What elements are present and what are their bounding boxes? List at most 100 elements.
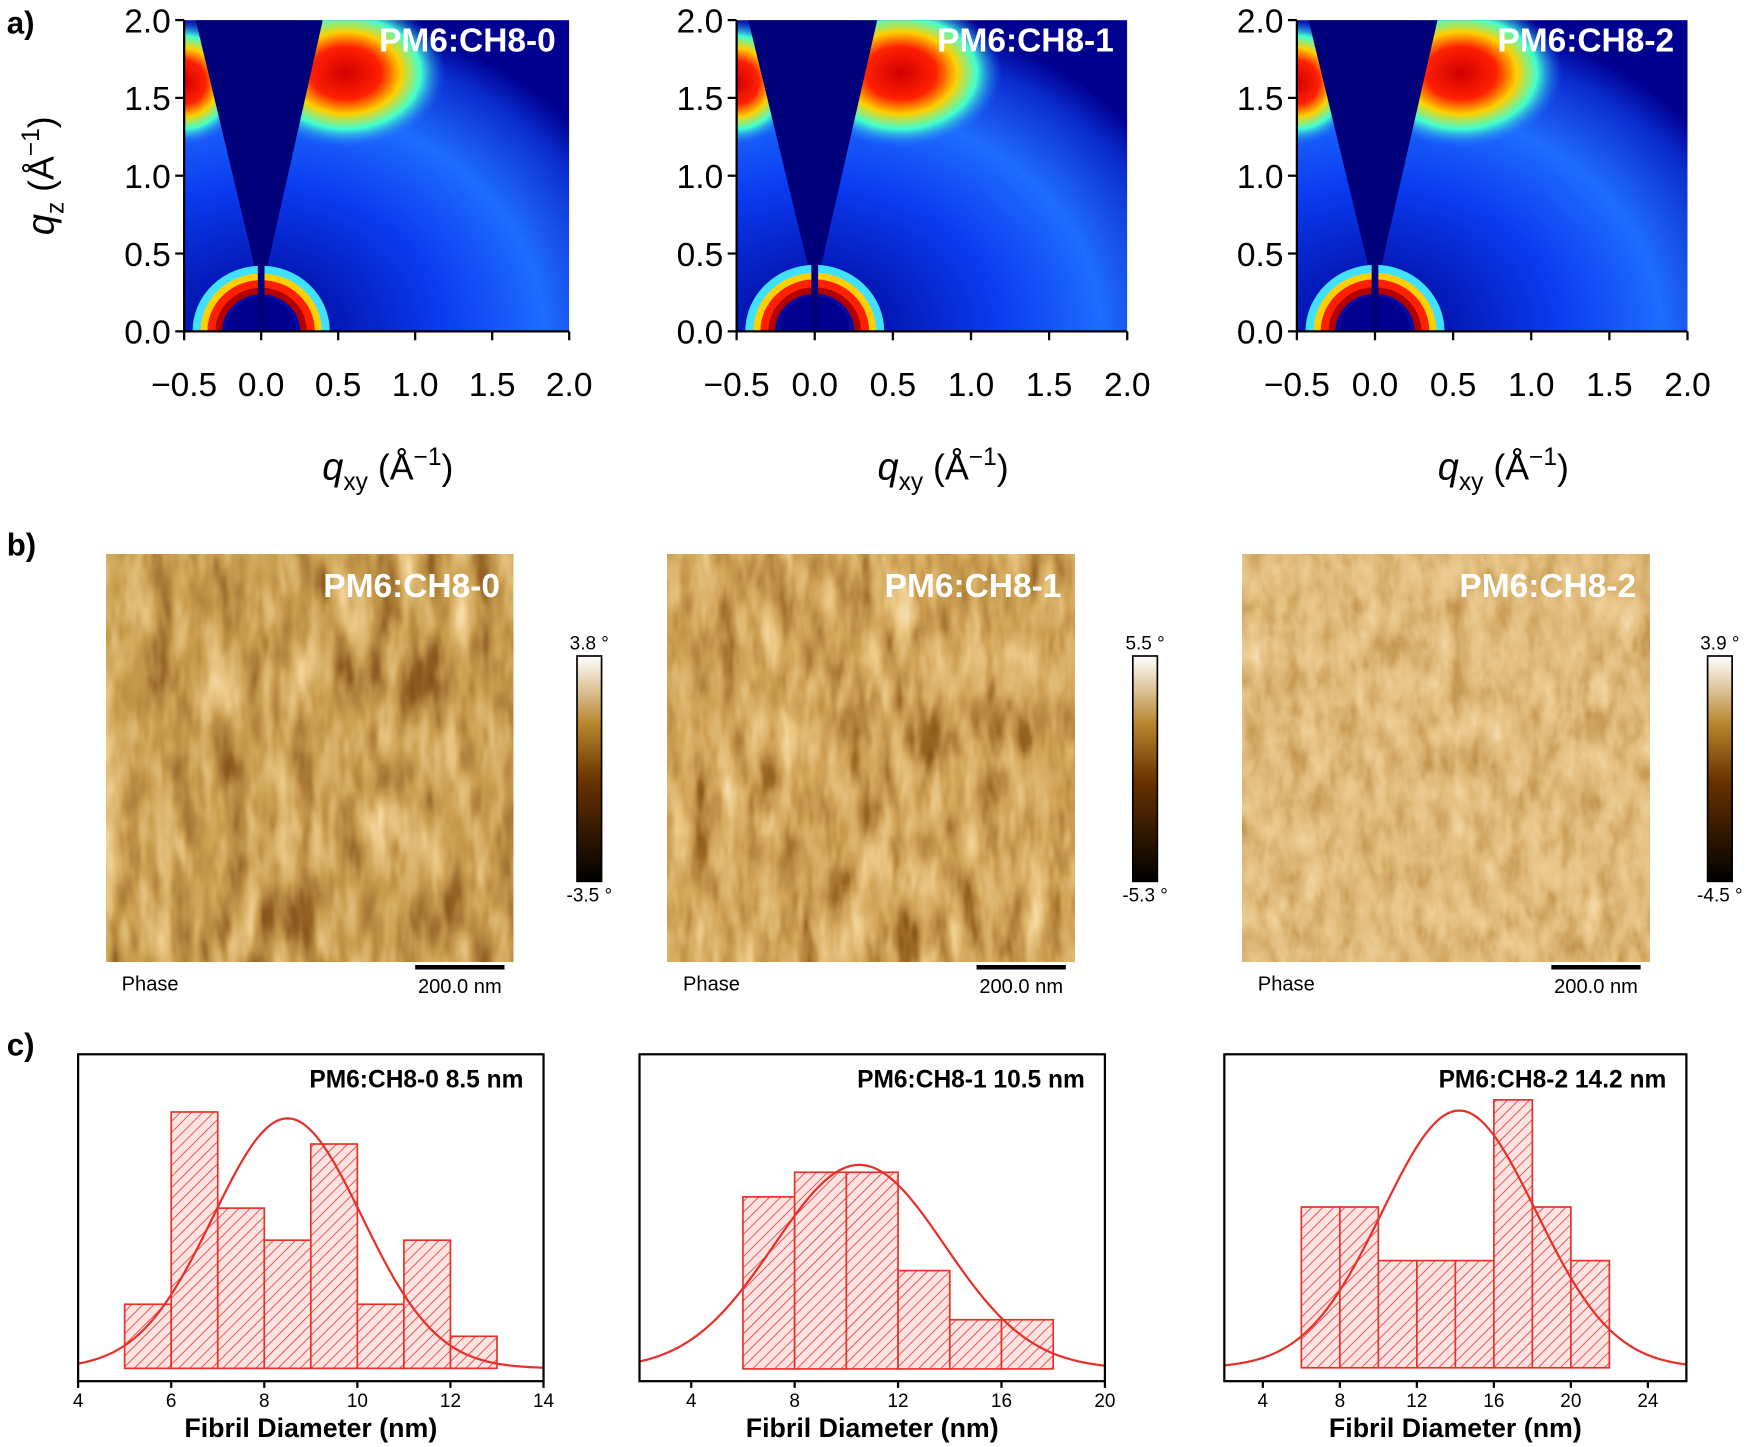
y-tick-label: 0.5 xyxy=(124,237,171,274)
channel-label: Phase xyxy=(683,974,740,996)
image-title: PM6:CH8-2 xyxy=(1459,568,1636,605)
axis-label-part: xy xyxy=(1459,469,1484,496)
bar xyxy=(1300,1206,1341,1369)
x-tick-label: 20 xyxy=(1094,1391,1115,1412)
scattering-pattern xyxy=(1296,20,1688,332)
bar xyxy=(897,1269,951,1370)
bar xyxy=(845,1171,899,1370)
colorbar xyxy=(1706,655,1733,883)
x-axis-label: Fibril Diameter (nm) xyxy=(746,1413,999,1443)
bar xyxy=(1377,1259,1418,1369)
beam-line xyxy=(811,262,819,332)
x-tick-label: 1.0 xyxy=(1508,367,1555,404)
colorbar-min-label: -5.3 ° xyxy=(1122,885,1168,906)
plot-title: PM6:CH8-1 10.5 nm xyxy=(857,1067,1085,1094)
y-tick-label: 1.5 xyxy=(124,81,171,118)
bar xyxy=(948,1318,1003,1370)
axis-label-part: xy xyxy=(343,469,368,496)
x-axis-label: Fibril Diameter (nm) xyxy=(1329,1413,1582,1443)
y-tick-label: 1.5 xyxy=(1237,81,1284,118)
axis-label: qxy (Å−1) xyxy=(878,444,1009,496)
scattering-pattern xyxy=(184,20,570,332)
axis-label-part: (Å xyxy=(368,448,414,488)
bar xyxy=(1454,1259,1495,1369)
colorbar-min-label: -3.5 ° xyxy=(567,885,613,906)
bar xyxy=(216,1207,266,1370)
y-tick-label: 0.0 xyxy=(1237,315,1284,352)
image-title: PM6:CH8-1 xyxy=(885,568,1062,605)
axis-label-part: −1 xyxy=(1529,444,1557,471)
y-tick-label: 1.0 xyxy=(1237,159,1284,196)
plot-frame xyxy=(1223,1053,1688,1383)
x-tick-label: −0.5 xyxy=(704,367,770,404)
x-tick-label: 8 xyxy=(259,1391,270,1412)
afm-image xyxy=(1242,554,1650,962)
x-tick-label: 0.0 xyxy=(1352,367,1399,404)
colorbar-min-label: -4.5 ° xyxy=(1697,885,1743,906)
channel-label: Phase xyxy=(1258,974,1315,996)
axis-label-part: −1 xyxy=(969,444,997,471)
x-tick-label: 16 xyxy=(1483,1391,1504,1412)
panel-label: b) xyxy=(7,528,36,563)
bar xyxy=(263,1239,312,1370)
bar xyxy=(1493,1099,1534,1369)
bar xyxy=(1531,1206,1572,1369)
x-axis-label: Fibril Diameter (nm) xyxy=(184,1413,437,1443)
plot-frame xyxy=(77,1053,545,1383)
afm-image xyxy=(667,554,1075,962)
bar xyxy=(123,1303,173,1370)
beamstop-wedge xyxy=(195,20,323,294)
x-tick-label: 0.0 xyxy=(791,367,838,404)
plot-title: PM6:CH8-0 xyxy=(379,22,556,59)
y-tick-label: 2.0 xyxy=(1237,3,1284,40)
heatmap-image xyxy=(736,20,1128,332)
axis-label-part: xy xyxy=(899,469,924,496)
panel-label: a) xyxy=(7,5,35,40)
x-tick-label: 14 xyxy=(533,1391,554,1412)
axis-label-part: (Å xyxy=(1483,448,1529,488)
x-tick-label: 6 xyxy=(166,1391,177,1412)
x-tick-label: 1.5 xyxy=(1586,367,1633,404)
x-tick-label: 1.0 xyxy=(948,367,995,404)
y-tick-label: 1.0 xyxy=(677,159,724,196)
x-tick-label: 10 xyxy=(347,1391,368,1412)
x-tick-label: 1.0 xyxy=(392,367,439,404)
y-tick-label: 1.0 xyxy=(124,159,171,196)
axis-label-part: ) xyxy=(22,116,62,128)
axis-label-part: q xyxy=(878,447,899,489)
bar xyxy=(1416,1259,1457,1369)
scale-bar-label: 200.0 nm xyxy=(418,976,502,998)
x-tick-label: 20 xyxy=(1560,1391,1581,1412)
fit-curve xyxy=(639,1163,1106,1367)
bar xyxy=(309,1143,359,1370)
x-tick-label: 1.5 xyxy=(1026,367,1073,404)
fit-curve xyxy=(1224,1109,1687,1367)
y-tick-label: 2.0 xyxy=(677,3,724,40)
x-tick-label: 2.0 xyxy=(1104,367,1151,404)
fit-curve xyxy=(77,1117,544,1369)
x-tick-label: 0.5 xyxy=(870,367,917,404)
x-tick-label: 16 xyxy=(991,1391,1012,1412)
x-tick-label: 8 xyxy=(1335,1391,1346,1412)
scattering-pattern xyxy=(736,20,1128,332)
axis-label-part: ) xyxy=(1557,448,1569,488)
axis-label: qxy (Å−1) xyxy=(1438,444,1569,496)
beam-line xyxy=(257,262,265,332)
bar xyxy=(793,1171,848,1370)
beam-line xyxy=(1371,262,1379,332)
axis-label-part: q xyxy=(21,214,63,235)
bar xyxy=(1000,1318,1055,1370)
x-tick-label: 4 xyxy=(686,1391,697,1412)
bar xyxy=(449,1335,498,1370)
axis-label-part: −1 xyxy=(414,444,442,471)
y-tick-label: 0.0 xyxy=(124,315,171,352)
axis-label-part: (Å xyxy=(923,448,969,488)
colorbar xyxy=(576,655,603,883)
axis-label-part: (Å xyxy=(22,156,62,202)
y-tick-label: 0.5 xyxy=(677,237,724,274)
bar xyxy=(742,1196,796,1370)
colorbar-max-label: 3.8 ° xyxy=(570,633,609,654)
plot-title: PM6:CH8-0 8.5 nm xyxy=(309,1067,523,1094)
channel-label: Phase xyxy=(122,974,179,996)
